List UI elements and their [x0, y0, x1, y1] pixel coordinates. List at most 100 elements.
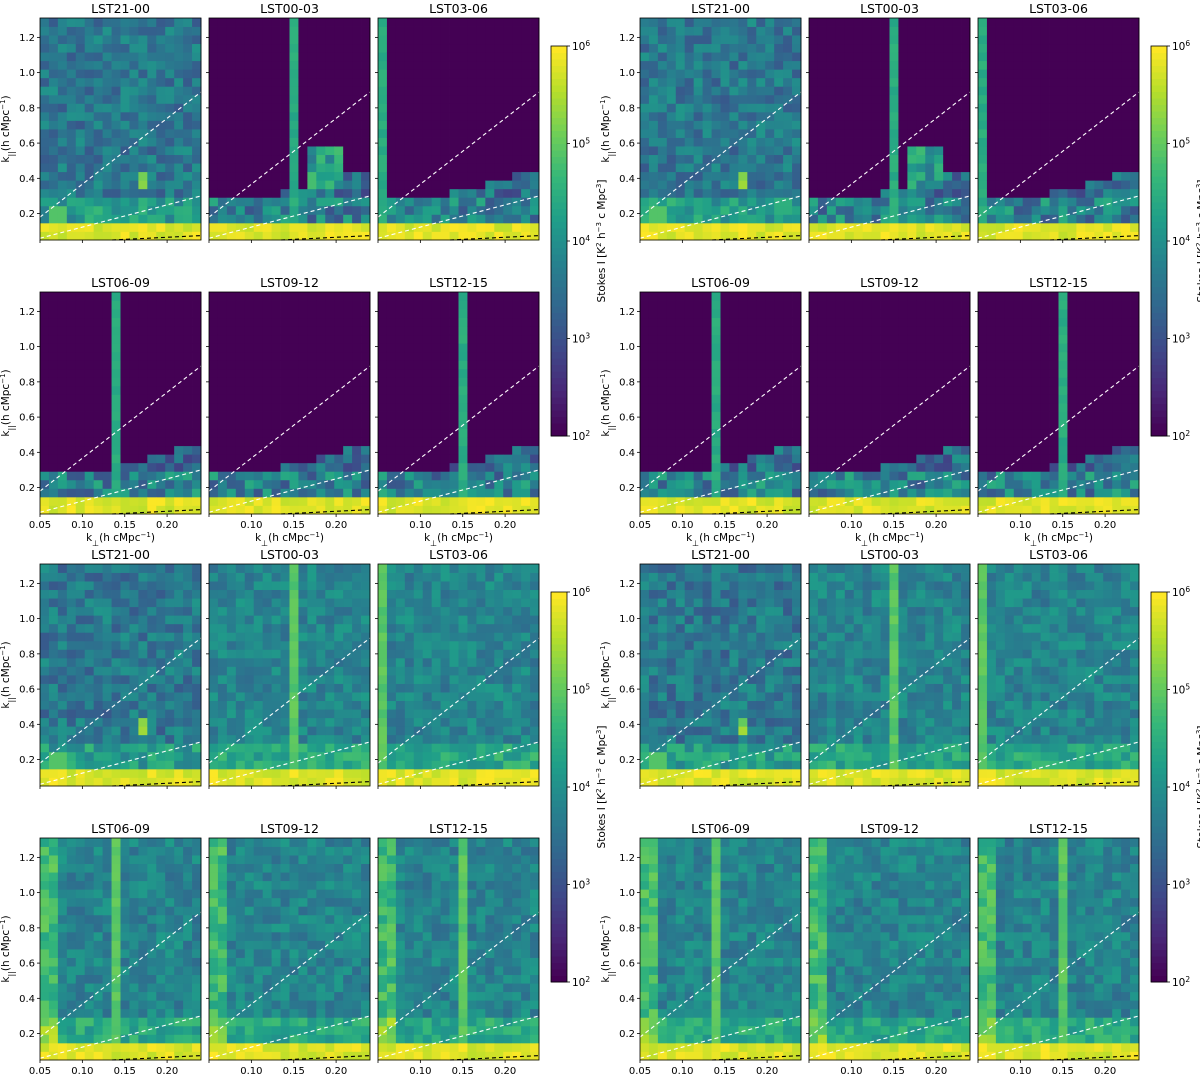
heatmap-cell [147, 505, 157, 515]
heatmap-cell [440, 214, 450, 224]
heatmap-cell [729, 462, 739, 472]
heatmap-cell [880, 77, 890, 87]
heatmap-cell [809, 146, 819, 156]
heatmap-cell [289, 403, 299, 412]
heatmap-cell [165, 368, 175, 378]
heatmap-cell [826, 18, 837, 27]
heatmap-cell [440, 326, 450, 336]
heatmap-cell [792, 394, 802, 404]
heatmap-cell [111, 334, 121, 344]
heatmap-cell [40, 154, 50, 164]
heatmap-cell [343, 394, 353, 404]
heatmap-cell [422, 188, 433, 198]
heatmap-cell [862, 180, 873, 190]
heatmap-cell [209, 188, 219, 198]
heatmap-cell [183, 35, 193, 45]
heatmap-cell [476, 111, 486, 121]
heatmap-cell [756, 43, 766, 53]
heatmap-cell [1085, 26, 1095, 36]
heatmap-cell [271, 454, 281, 464]
heatmap-cell [530, 437, 540, 447]
heatmap-cell [853, 205, 864, 215]
heatmap-cell [1103, 69, 1113, 79]
heatmap-cell [943, 205, 953, 215]
heatmap-cell [280, 205, 290, 215]
heatmap-cell [1067, 26, 1077, 36]
heatmap-cell [458, 351, 468, 361]
heatmap-cell [209, 479, 219, 489]
heatmap-cell [343, 309, 353, 319]
heatmap-cell [826, 222, 837, 232]
heatmap-cell [120, 163, 130, 173]
heatmap-cell [120, 77, 130, 87]
heatmap-cell [289, 385, 299, 395]
heatmap-cell [648, 43, 659, 53]
heatmap-cell [120, 403, 130, 412]
heatmap-cell [262, 222, 273, 232]
heatmap-cell [361, 146, 371, 156]
heatmap-cell [361, 154, 371, 164]
heatmap-cell [530, 60, 540, 70]
heatmap-cell [1040, 60, 1050, 70]
heatmap-cell [183, 137, 193, 147]
heatmap-cell [325, 385, 335, 395]
heatmap-cell [458, 180, 468, 190]
heatmap-cell [1112, 35, 1122, 45]
heatmap-cell [174, 94, 184, 104]
heatmap-cell [512, 292, 522, 301]
heatmap-cell [93, 94, 104, 104]
heatmap-cell [1013, 146, 1024, 156]
heatmap-cell [817, 205, 828, 215]
heatmap-cell [1031, 18, 1042, 27]
y-axis-label-part: || [607, 151, 616, 156]
heatmap-cell [729, 137, 739, 147]
heatmap-cell [961, 77, 971, 87]
heatmap-cell [530, 171, 540, 181]
heatmap-cell [521, 205, 531, 215]
heatmap-cell [476, 43, 486, 53]
heatmap-cell [934, 163, 944, 173]
heatmap-cell [675, 154, 686, 164]
heatmap-cell [521, 326, 531, 336]
heatmap-cell [711, 505, 721, 515]
heatmap-cell [138, 309, 148, 319]
heatmap-cell [111, 437, 121, 447]
heatmap-cell [774, 496, 784, 506]
heatmap-cell [120, 454, 130, 464]
heatmap-cell [711, 35, 721, 45]
heatmap-cell [666, 462, 677, 472]
heatmap-cell [995, 69, 1006, 79]
heatmap-cell [138, 222, 148, 232]
heatmap-cell [898, 180, 908, 190]
horizon-limit-line [639, 91, 802, 218]
heatmap-cell [458, 69, 468, 79]
heatmap-cell [792, 163, 802, 173]
heatmap-cell [325, 86, 335, 96]
heatmap-cell [156, 171, 166, 181]
heatmap-cell [467, 26, 477, 36]
heatmap-cell [476, 222, 486, 232]
heatmap-cell [422, 471, 433, 481]
heatmap-cell [1103, 35, 1113, 45]
heatmap-cell [1085, 214, 1095, 224]
heatmap-cell [476, 154, 486, 164]
heatmap-cell [262, 146, 273, 156]
heatmap-cell [774, 205, 784, 215]
heatmap-cell [307, 454, 317, 464]
heatmap-cell [702, 471, 712, 481]
heatmap-cell [361, 222, 371, 232]
heatmap-cell [693, 300, 704, 310]
heatmap-cell [66, 18, 77, 27]
heatmap-cell [835, 103, 846, 113]
heatmap-cell [503, 351, 513, 361]
heatmap-cell [343, 437, 353, 447]
heatmap-cell [93, 411, 104, 421]
heatmap-cell [1112, 18, 1122, 27]
heatmap-cell [467, 94, 477, 104]
heatmap-cell [209, 86, 219, 96]
heatmap-cell [75, 197, 86, 207]
heatmap-cell [666, 77, 677, 87]
heatmap-cell [174, 505, 184, 515]
heatmap-cell [986, 188, 997, 198]
heatmap-cell [756, 154, 766, 164]
